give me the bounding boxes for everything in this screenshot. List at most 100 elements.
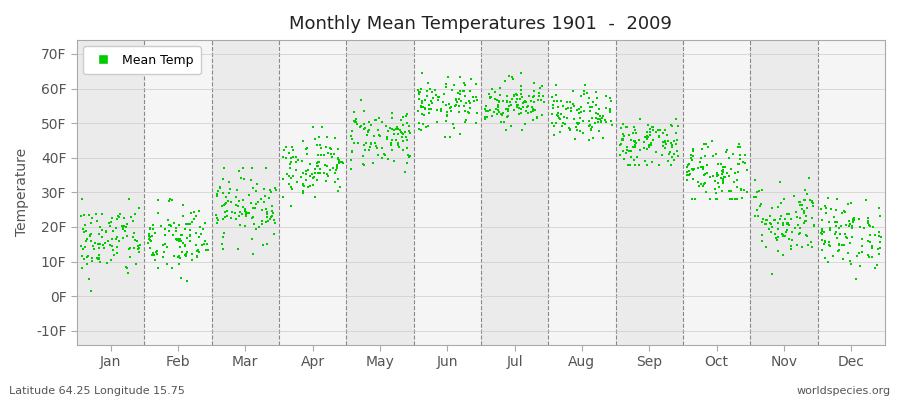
Point (686, 176, 700, 182)
Point (857, 225, 871, 231)
Point (400, 110, 414, 117)
Point (159, 261, 174, 268)
Point (463, 87, 477, 94)
Point (534, 84, 548, 91)
Point (321, 150, 336, 157)
Point (760, 217, 775, 223)
Point (250, 199, 265, 205)
Point (331, 156, 346, 162)
Point (176, 213, 190, 219)
Point (110, 244, 124, 250)
Point (598, 118, 613, 125)
Point (874, 234, 888, 240)
Point (575, 130, 590, 137)
Point (458, 82, 473, 89)
Point (696, 164, 710, 170)
Point (817, 229, 832, 236)
Point (483, 107, 498, 114)
Point (686, 146, 700, 152)
Point (716, 178, 730, 184)
Point (109, 225, 123, 232)
Point (851, 215, 866, 222)
Point (143, 224, 157, 231)
Point (434, 106, 448, 113)
Point (785, 229, 799, 235)
Point (661, 158, 675, 164)
Point (331, 155, 346, 162)
Point (511, 104, 526, 111)
Point (106, 247, 121, 253)
Point (868, 265, 883, 271)
Point (197, 220, 211, 226)
Point (594, 119, 608, 125)
Point (527, 93, 542, 100)
Point (861, 254, 876, 260)
Point (509, 102, 524, 108)
Point (765, 205, 779, 212)
Point (402, 153, 417, 160)
Point (581, 118, 596, 124)
Point (345, 147, 359, 154)
Point (660, 132, 674, 138)
Point (603, 106, 617, 112)
Point (449, 96, 464, 103)
Point (717, 174, 732, 180)
Point (117, 228, 131, 234)
Point (779, 227, 794, 234)
Point (496, 110, 510, 116)
Point (348, 118, 363, 124)
Point (666, 138, 680, 144)
Point (778, 216, 792, 222)
Point (780, 220, 795, 226)
Point (842, 258, 857, 264)
Point (346, 140, 361, 146)
Point (604, 118, 618, 124)
Point (500, 92, 514, 99)
Point (371, 126, 385, 133)
Point (106, 228, 121, 234)
Point (838, 234, 852, 240)
Point (91, 241, 105, 247)
Point (392, 127, 407, 134)
Point (210, 191, 224, 198)
Point (245, 236, 259, 242)
Point (691, 179, 706, 185)
Point (871, 246, 886, 253)
Point (755, 216, 770, 222)
Point (162, 228, 176, 234)
Point (246, 250, 260, 257)
Point (778, 233, 792, 240)
Point (798, 218, 813, 224)
Point (283, 165, 297, 172)
Point (573, 104, 588, 110)
Point (174, 275, 188, 281)
Point (846, 219, 860, 226)
Point (795, 206, 809, 212)
Point (505, 74, 519, 80)
Point (456, 79, 471, 86)
Point (817, 203, 832, 209)
Point (317, 152, 331, 159)
Point (627, 144, 642, 150)
Point (782, 236, 796, 242)
Point (393, 129, 408, 136)
Point (411, 90, 426, 96)
Point (268, 185, 283, 191)
Point (413, 89, 428, 95)
Point (771, 234, 786, 240)
Point (394, 117, 409, 123)
Point (627, 126, 642, 133)
Point (418, 97, 432, 104)
Point (846, 218, 860, 225)
Point (566, 88, 580, 94)
Point (692, 159, 706, 165)
Point (716, 176, 730, 182)
Point (128, 237, 142, 243)
Point (817, 239, 832, 246)
Point (665, 122, 680, 129)
Point (658, 139, 672, 145)
Point (781, 222, 796, 228)
Point (654, 152, 669, 158)
Point (148, 257, 163, 263)
Point (622, 162, 636, 168)
